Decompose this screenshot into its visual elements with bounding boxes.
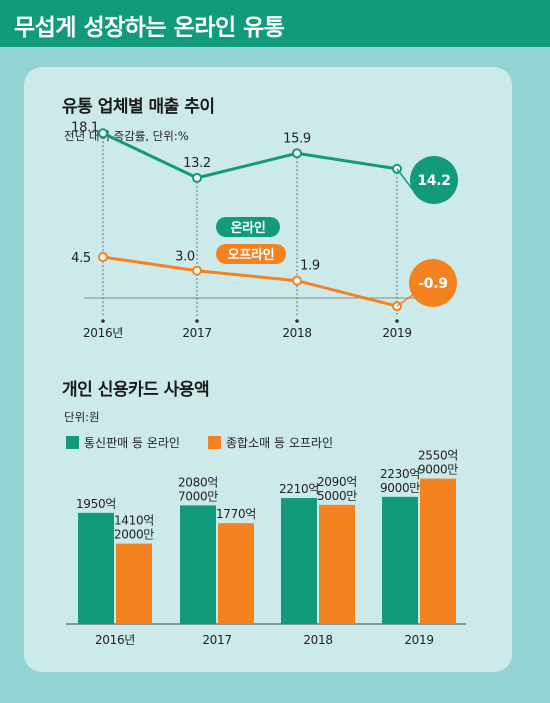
bar-label-offline: 9000만: [418, 463, 458, 477]
end-label-offline: -0.9: [418, 276, 447, 292]
data-point-offline: [98, 252, 108, 263]
series-tag-offline: [216, 244, 286, 264]
bar-online: [281, 498, 317, 624]
series-tag-online: [216, 217, 280, 237]
end-connector-offline: [396, 293, 415, 307]
bar-label-online: 1950억: [76, 497, 116, 511]
series-tag-label-offline: 오프라인: [228, 247, 275, 263]
series-tag-label-online: 온라인: [231, 220, 266, 236]
bar-online: [180, 505, 216, 624]
bar-chart-subtitle: 단위:원: [64, 410, 100, 424]
header-title: 무섭게 성장하는 온라인 유통: [14, 15, 285, 41]
data-label-online: 15.9: [283, 131, 311, 146]
data-point-offline: [192, 265, 202, 276]
end-bubble-online: [410, 156, 458, 204]
data-point-online: [292, 148, 302, 159]
bar-category-label: 2019: [404, 633, 433, 647]
data-point-offline: [292, 275, 302, 286]
bar-label-offline: 2000만: [114, 528, 154, 542]
legend-swatch-offline: [208, 436, 221, 449]
data-label-online: 18.1: [71, 120, 99, 135]
bar-offline: [420, 478, 456, 624]
x-tick-dot: [101, 319, 105, 323]
x-tick-dot: [195, 319, 199, 323]
end-label-online: 14.2: [417, 173, 450, 189]
legend-label-offline: 종합소매 등 오프라인: [226, 436, 333, 450]
legend-item-offline: 종합소매 등 오프라인: [208, 434, 333, 451]
legend-label-online: 통신판매 등 온라인: [84, 436, 180, 450]
legend-item-online: 통신판매 등 온라인: [66, 434, 180, 451]
data-label-offline: 1.9: [300, 259, 320, 274]
bar-label-online: 2080억: [178, 475, 218, 489]
x-tick-label: 2017: [182, 326, 211, 340]
bar-category-label: 2016년: [95, 633, 135, 647]
bar-offline: [319, 504, 355, 624]
bar-label-offline: 2550억: [418, 449, 458, 463]
bar-label-online: 2210억: [279, 482, 319, 496]
bar-label-offline: 2090억: [317, 475, 357, 489]
bar-online: [382, 496, 418, 624]
bar-label-online: 9000만: [380, 481, 420, 495]
bar-chart-title: 개인 신용카드 사용액: [62, 380, 210, 400]
x-tick-dot: [395, 319, 399, 323]
series-line-offline: [102, 255, 398, 308]
line-chart-title: 유통 업체별 매출 추이: [62, 97, 215, 117]
legend-swatch-online: [66, 436, 79, 449]
bar-offline: [218, 523, 254, 624]
x-tick-label: 2019: [382, 326, 411, 340]
data-label-offline: 4.5: [71, 251, 91, 266]
bar-category-label: 2017: [202, 633, 231, 647]
data-label-offline: 3.0: [175, 250, 195, 265]
bar-online: [78, 512, 114, 624]
data-point-online: [192, 172, 202, 183]
bar-label-online: 2230억: [380, 467, 420, 481]
end-connector-online: [396, 168, 414, 191]
bar-category-label: 2018: [303, 633, 332, 647]
header-banner: 무섭게 성장하는 온라인 유통: [0, 0, 550, 47]
x-tick-label: 2016년: [83, 326, 123, 340]
bar-offline: [116, 543, 152, 624]
data-label-online: 13.2: [183, 156, 211, 171]
bar-label-online: 7000만: [178, 489, 218, 503]
bar-label-offline: 5000만: [317, 489, 357, 503]
line-chart-subtitle: 전년 대비 증감률, 단위:%: [64, 129, 189, 143]
data-point-online: [98, 128, 108, 139]
bar-label-offline: 1770억: [216, 507, 256, 521]
x-tick-dot: [295, 319, 299, 323]
end-bubble-offline: [409, 259, 457, 307]
x-tick-label: 2018: [282, 326, 311, 340]
series-line-online: [102, 131, 398, 180]
bar-label-offline: 1410억: [114, 514, 154, 528]
